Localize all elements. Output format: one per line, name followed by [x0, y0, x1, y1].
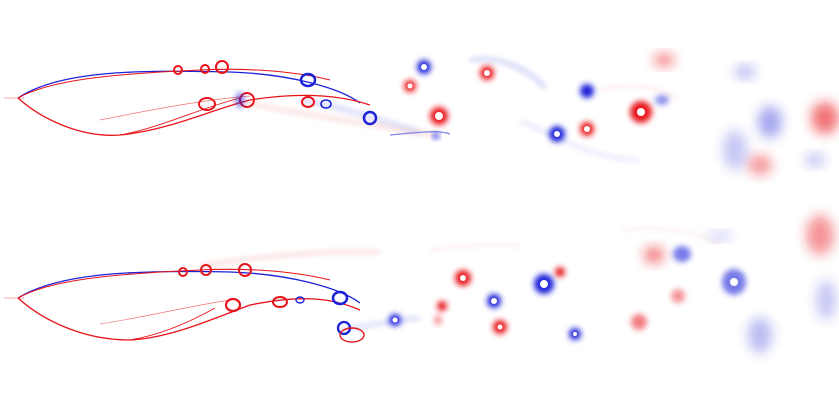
airfoil-top: [4, 68, 371, 136]
airfoil-bottom: [4, 268, 361, 341]
shear-layer-top: [229, 58, 681, 161]
vortices-top: [173, 54, 839, 175]
vortices-bottom: [178, 215, 836, 353]
panel-bottom: [4, 215, 836, 353]
panel-top: [4, 54, 839, 175]
